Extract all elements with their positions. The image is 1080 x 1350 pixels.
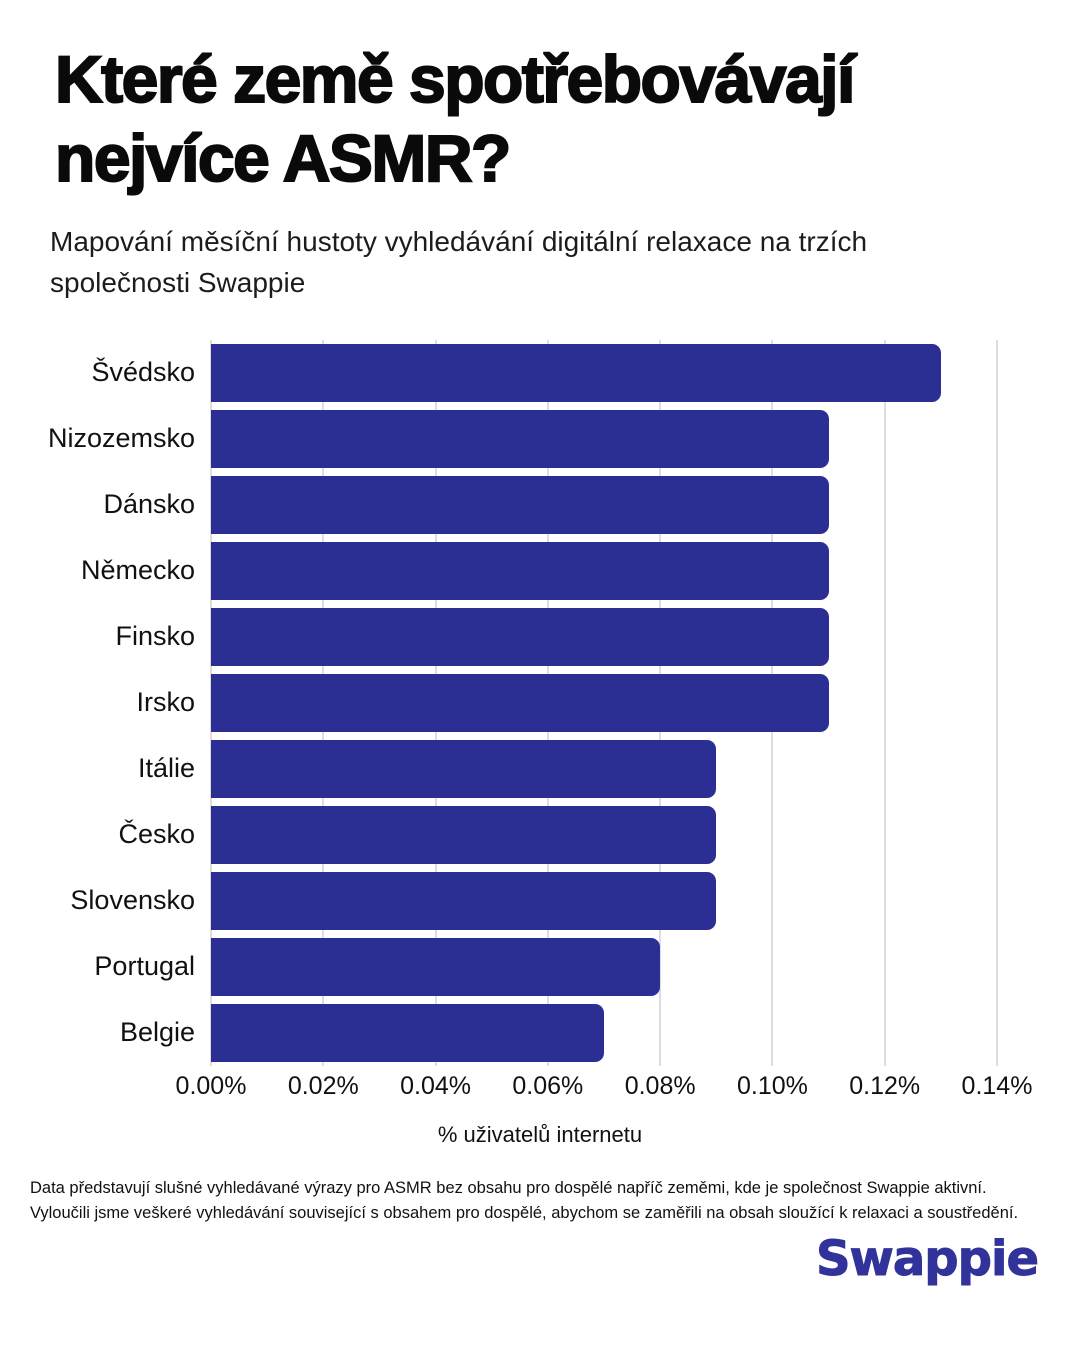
gridline [996, 339, 998, 1066]
chart-row: Dánsko [30, 472, 1050, 538]
bar-track [211, 475, 997, 534]
swappie-logo: Swappie [815, 1230, 1039, 1287]
gridline [883, 339, 886, 1066]
category-label: Dánsko [103, 489, 195, 520]
chart-row: Nizozemsko [30, 406, 1050, 472]
category-label: Švédsko [91, 357, 195, 388]
category-label: Finsko [115, 621, 195, 652]
category-label: Nizozemsko [47, 423, 195, 454]
x-tick-label: 0.04% [400, 1071, 472, 1100]
bar-track [211, 541, 997, 600]
chart-row: Finsko [30, 604, 1050, 670]
x-tick-label: 0.12% [849, 1071, 921, 1100]
x-tick-label: 0.14% [961, 1071, 1033, 1100]
bar-chart: Švédsko Nizozemsko Dánsko Německo Finsko Irsk… [30, 339, 1050, 1148]
chart-row: Itálie [30, 736, 1050, 802]
bar [211, 739, 717, 798]
x-tick-label: 0.06% [512, 1071, 584, 1100]
chart-row: Švédsko [30, 340, 1050, 406]
bar [211, 409, 829, 468]
x-axis-ticks: 0.00% 0.02% 0.04% 0.06% 0.08% 0.10% 0.12% 0.14% [176, 1071, 1033, 1104]
bar-track [211, 739, 997, 798]
category-label: Česko [118, 819, 195, 850]
bar-track [211, 673, 997, 732]
bar [211, 805, 717, 864]
bar-track [211, 409, 997, 468]
footnote: Data představují slušné vyhledávané výra… [30, 1178, 1019, 1223]
bar [211, 541, 829, 600]
category-label: Německo [80, 555, 195, 586]
bar-track [211, 805, 997, 864]
bar [211, 607, 829, 666]
page-subtitle: Mapování měsíční hustoty vyhledávání dig… [50, 226, 868, 298]
category-label: Portugal [94, 951, 195, 982]
chart-rows: Švédsko Nizozemsko Dánsko Německo Finsko Irsk… [30, 340, 1050, 1066]
bar [211, 673, 829, 732]
bar-track [211, 937, 997, 996]
x-tick-label: 0.08% [624, 1071, 696, 1100]
bar [211, 343, 941, 402]
x-tick-label: 0.00% [175, 1071, 247, 1100]
chart-row: Česko [30, 802, 1050, 868]
bar [211, 475, 829, 534]
page-title: Které země spotřebovávají nejvíce ASMR? [54, 41, 856, 196]
category-label: Belgie [119, 1017, 195, 1048]
chart-row: Slovensko [30, 868, 1050, 934]
bar-track [211, 1003, 997, 1062]
x-tick-label: 0.10% [736, 1071, 808, 1100]
brand-row: Swappie [30, 1230, 1050, 1287]
bar-track [211, 343, 997, 402]
x-tick-label: 0.02% [287, 1071, 359, 1100]
chart-row: Irsko [30, 670, 1050, 736]
bar-track [211, 871, 997, 930]
bar-track [211, 607, 997, 666]
bar [211, 1003, 604, 1062]
bar [211, 937, 661, 996]
category-label: Slovensko [70, 885, 195, 916]
chart-row: Německo [30, 538, 1050, 604]
category-label: Irsko [136, 687, 195, 718]
category-label: Itálie [137, 753, 195, 784]
header: Které země spotřebovávají nejvíce ASMR? … [30, 40, 1050, 304]
bar [211, 871, 717, 930]
chart-row: Portugal [30, 934, 1050, 1000]
chart-row: Belgie [30, 1000, 1050, 1066]
x-axis-title: % uživatelů internetu [437, 1121, 643, 1147]
